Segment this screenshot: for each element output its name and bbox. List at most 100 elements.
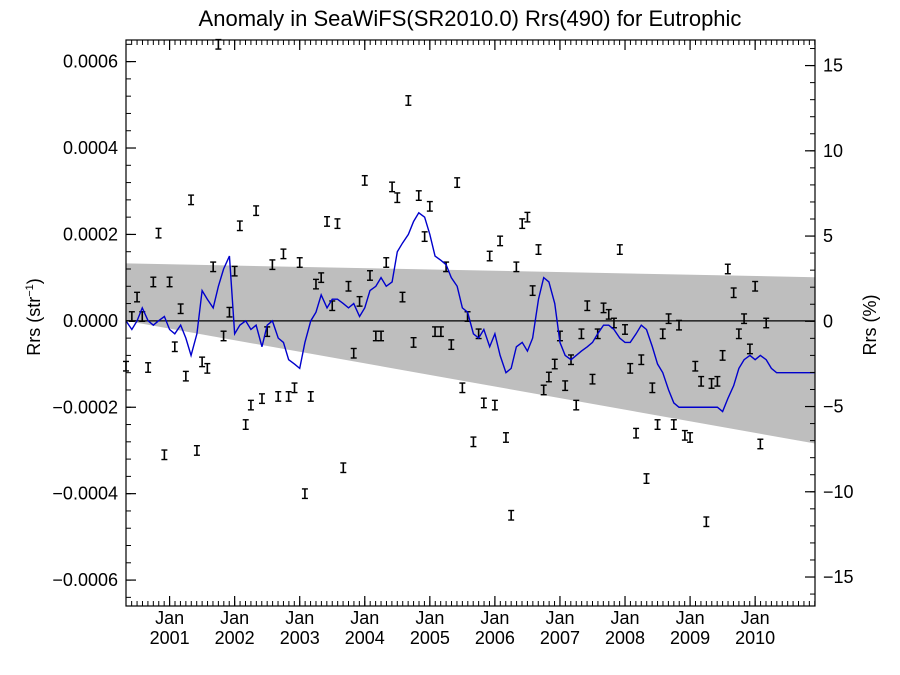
data-point [730, 287, 737, 299]
data-point [383, 257, 390, 268]
data-point [545, 371, 552, 383]
data-point [665, 313, 672, 325]
data-point [415, 190, 422, 201]
x-tick-year: 2002 [215, 628, 255, 648]
x-axis: Jan2001Jan2002Jan2003Jan2004Jan2005Jan20… [131, 40, 816, 648]
data-point [649, 382, 656, 394]
data-point [405, 95, 412, 106]
data-point [324, 216, 331, 227]
x-tick-month: Jan [155, 608, 184, 628]
data-points [123, 38, 770, 528]
data-point [524, 211, 531, 223]
data-point [161, 449, 168, 461]
data-point [746, 343, 753, 355]
data-point [269, 259, 276, 271]
data-point [437, 326, 444, 338]
x-tick-month: Jan [480, 608, 509, 628]
left-tick-label: −0.0006 [52, 570, 118, 590]
data-point [220, 330, 227, 342]
data-point [459, 382, 466, 394]
left-tick-label: −0.0002 [52, 397, 118, 417]
data-point [296, 257, 303, 268]
data-point [432, 326, 439, 338]
data-point [448, 339, 455, 351]
x-tick-month: Jan [676, 608, 705, 628]
data-point [312, 278, 319, 290]
x-tick-month: Jan [545, 608, 574, 628]
x-tick-month: Jan [350, 608, 379, 628]
data-point [698, 375, 705, 387]
data-point [616, 244, 623, 256]
data-point [535, 244, 542, 256]
data-point [681, 429, 688, 441]
data-point [513, 261, 520, 273]
left-y-axis-label-text: Rrs (str [24, 297, 44, 356]
data-point [275, 390, 282, 402]
data-point [361, 174, 368, 186]
data-point [486, 250, 493, 262]
data-point [247, 399, 254, 411]
data-point [378, 330, 385, 342]
data-point [182, 370, 189, 382]
left-tick-label: 0.0006 [63, 52, 118, 72]
data-point [638, 354, 645, 366]
data-point [410, 336, 417, 348]
data-point [741, 313, 748, 325]
data-point [540, 384, 547, 396]
data-point [627, 362, 634, 374]
data-point [301, 488, 308, 500]
data-point [329, 300, 336, 312]
data-point [399, 291, 406, 303]
data-point [687, 432, 694, 443]
data-point [480, 397, 487, 409]
x-tick-year: 2006 [475, 628, 515, 648]
data-point [605, 308, 612, 320]
data-point [676, 319, 683, 331]
data-point [345, 280, 352, 292]
data-point [643, 473, 650, 484]
data-point [171, 341, 178, 353]
data-point [145, 362, 152, 373]
data-point [724, 263, 731, 275]
data-point [291, 382, 298, 394]
x-tick-month: Jan [611, 608, 640, 628]
data-point [622, 324, 629, 335]
data-point [703, 516, 710, 528]
data-point [692, 360, 699, 372]
data-point [443, 261, 450, 273]
x-tick-year: 2005 [410, 628, 450, 648]
data-point [519, 218, 526, 230]
left-y-axis-label-sup: −1 [24, 284, 36, 297]
data-point [497, 235, 504, 247]
data-point [394, 192, 401, 204]
right-tick-label: 15 [823, 56, 843, 76]
data-point [421, 231, 428, 243]
data-point [600, 302, 607, 314]
x-tick-month: Jan [285, 608, 314, 628]
smoothed-line [125, 211, 815, 413]
data-point [242, 419, 249, 430]
right-tick-label: −10 [823, 482, 854, 502]
data-point [340, 462, 347, 474]
data-point [155, 227, 162, 239]
left-tick-label: 0.0000 [63, 311, 118, 331]
data-point [350, 347, 357, 359]
data-point [589, 373, 596, 385]
data-point [204, 362, 211, 374]
x-tick-year: 2009 [670, 628, 710, 648]
right-tick-label: 5 [823, 226, 833, 246]
data-point [708, 378, 715, 389]
data-point [470, 436, 477, 448]
left-tick-label: −0.0004 [52, 484, 118, 504]
data-point [258, 393, 265, 405]
data-point [134, 291, 141, 303]
data-point [166, 276, 173, 288]
right-y-axis-label: Rrs (%) [860, 295, 880, 356]
data-point [280, 248, 287, 260]
data-point [210, 261, 217, 273]
data-point [307, 390, 314, 402]
left-tick-label: 0.0002 [63, 224, 118, 244]
x-tick-year: 2001 [150, 628, 190, 648]
data-point [562, 380, 569, 392]
